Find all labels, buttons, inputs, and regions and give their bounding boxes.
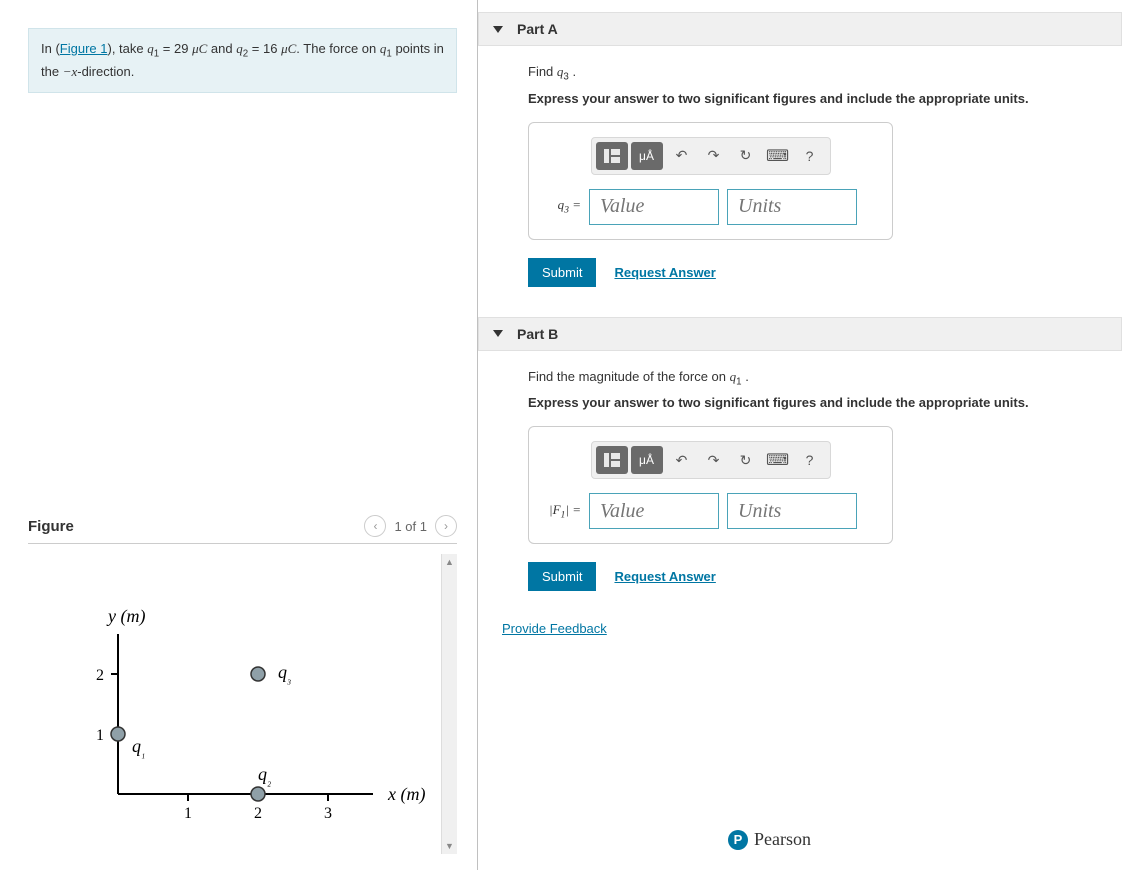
part-A-request-answer-link[interactable]: Request Answer [614, 265, 715, 280]
redo-button[interactable]: ↷ [698, 142, 730, 170]
part-B-value-input[interactable] [589, 493, 719, 529]
problem-statement: In (Figure 1), take q1 = 29 μC and q2 = … [28, 28, 457, 93]
q2-value: 16 [263, 41, 277, 56]
symbol-picker-button[interactable]: μÅ [631, 142, 663, 170]
template-picker-button[interactable] [596, 446, 628, 474]
part-A-value-input[interactable] [589, 189, 719, 225]
part-B-submit-button[interactable]: Submit [528, 562, 596, 591]
scroll-up-icon[interactable]: ▲ [442, 554, 457, 570]
svg-text:3: 3 [324, 805, 332, 822]
figure-counter: 1 of 1 [394, 519, 427, 534]
svg-text:2: 2 [96, 667, 104, 684]
svg-text:q₂: q₂ [258, 764, 271, 787]
brand-logo: P Pearson [728, 829, 811, 850]
figure-scrollbar[interactable]: ▲ ▼ [441, 554, 457, 854]
brand-initial-icon: P [728, 830, 748, 850]
answer-toolbar: μÅ ↶ ↷ ↻ ⌨ ? [591, 137, 831, 175]
figure-chart: 1 2 3 1 2 x (m) y (m) q₁ q₂ q₃ [28, 554, 438, 844]
symbol-picker-button[interactable]: μÅ [631, 446, 663, 474]
caret-down-icon [493, 330, 503, 337]
provide-feedback-link[interactable]: Provide Feedback [502, 621, 607, 636]
part-B-lhs: |F1| = [545, 502, 581, 521]
q2-units: μC [281, 41, 296, 56]
part-A-submit-button[interactable]: Submit [528, 258, 596, 287]
svg-text:1: 1 [96, 727, 104, 744]
svg-text:q₁: q₁ [132, 736, 145, 759]
help-button[interactable]: ? [794, 446, 826, 474]
figure-next-button[interactable]: › [435, 515, 457, 537]
brand-name: Pearson [754, 829, 811, 850]
part-B-request-answer-link[interactable]: Request Answer [614, 569, 715, 584]
part-A-prompt: Find q3 . [528, 64, 1122, 83]
help-button[interactable]: ? [794, 142, 826, 170]
part-A-answer-box: μÅ ↶ ↷ ↻ ⌨ ? q3 = [528, 122, 893, 240]
part-B-prompt: Find the magnitude of the force on q1 . [528, 369, 1122, 388]
part-A-header[interactable]: Part A [478, 12, 1122, 46]
q1-value: 29 [174, 41, 188, 56]
part-B-title: Part B [517, 326, 558, 342]
redo-button[interactable]: ↷ [698, 446, 730, 474]
part-B-header[interactable]: Part B [478, 317, 1122, 351]
keyboard-button[interactable]: ⌨ [762, 446, 794, 474]
part-B-units-input[interactable] [727, 493, 857, 529]
scroll-down-icon[interactable]: ▼ [442, 838, 457, 854]
figure-link[interactable]: Figure 1 [60, 41, 108, 56]
undo-button[interactable]: ↶ [666, 446, 698, 474]
svg-text:q₃: q₃ [278, 662, 291, 685]
figure-prev-button[interactable]: ‹ [364, 515, 386, 537]
part-A-advice: Express your answer to two significant f… [528, 91, 1122, 106]
part-B-advice: Express your answer to two significant f… [528, 395, 1122, 410]
answer-toolbar: μÅ ↶ ↷ ↻ ⌨ ? [591, 441, 831, 479]
q1-units: μC [192, 41, 207, 56]
reset-button[interactable]: ↻ [730, 446, 762, 474]
svg-text:2: 2 [254, 805, 262, 822]
svg-text:x (m): x (m) [387, 784, 425, 805]
caret-down-icon [493, 26, 503, 33]
svg-text:y (m): y (m) [106, 606, 145, 627]
part-A-lhs: q3 = [545, 197, 581, 216]
part-A-units-input[interactable] [727, 189, 857, 225]
figure-title: Figure [28, 518, 74, 535]
reset-button[interactable]: ↻ [730, 142, 762, 170]
part-B-answer-box: μÅ ↶ ↷ ↻ ⌨ ? |F1| = [528, 426, 893, 544]
template-picker-button[interactable] [596, 142, 628, 170]
undo-button[interactable]: ↶ [666, 142, 698, 170]
keyboard-button[interactable]: ⌨ [762, 142, 794, 170]
part-A-title: Part A [517, 21, 558, 37]
svg-text:1: 1 [184, 805, 192, 822]
